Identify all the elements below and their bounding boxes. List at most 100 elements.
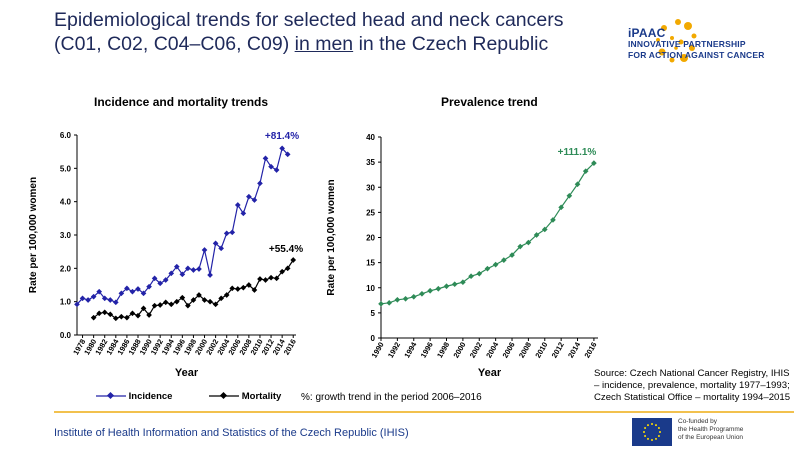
data-point-mortality — [223, 292, 230, 298]
logo-dot — [680, 54, 688, 62]
data-point-mortality — [190, 297, 197, 303]
eu-flag-icon — [632, 418, 672, 446]
y-tick-label: 10 — [366, 284, 375, 293]
data-point-incidence — [234, 202, 241, 208]
y-tick-label: 35 — [366, 158, 375, 167]
logo-dot — [684, 22, 692, 30]
data-point-mortality — [246, 282, 252, 288]
data-point-mortality — [279, 268, 285, 275]
data-point-incidence — [112, 299, 119, 306]
growth-note: %: growth trend in the period 2006–2016 — [301, 392, 482, 403]
x-axis-label: Year — [175, 367, 199, 379]
x-tick-label: 1990 — [370, 341, 386, 360]
data-point-incidence — [218, 245, 224, 252]
data-point-mortality — [101, 309, 108, 316]
data-point-incidence — [79, 295, 86, 302]
data-point-incidence — [135, 286, 141, 292]
logo-dot — [656, 38, 660, 42]
data-point-prevalence — [443, 283, 450, 290]
data-point-mortality — [229, 285, 236, 292]
x-tick-label: 2006 — [501, 341, 517, 360]
data-point-prevalence — [574, 181, 581, 188]
eu-star — [659, 431, 661, 433]
logo-dot — [661, 25, 667, 31]
series-line-prevalence — [380, 162, 595, 305]
data-point-mortality — [201, 297, 208, 303]
data-point-mortality — [262, 277, 269, 283]
source-text: Source: Czech National Cancer Registry, … — [594, 368, 791, 403]
x-tick-label: 2016 — [282, 338, 298, 357]
x-tick-label: 2008 — [517, 341, 533, 360]
x-tick-label: 2012 — [550, 341, 566, 360]
data-point-prevalence — [566, 192, 573, 199]
data-point-mortality — [118, 313, 125, 320]
data-point-mortality — [179, 294, 186, 301]
title-line-2: (C01, C02, C04–C06, C09) in men in the C… — [54, 33, 549, 55]
data-point-incidence — [185, 265, 191, 272]
data-point-incidence — [229, 229, 236, 236]
y-axis-label: Rate per 100,000 women — [28, 177, 39, 293]
x-tick-label: 1992 — [386, 341, 402, 360]
y-tick-label: 5.0 — [60, 164, 72, 173]
data-point-mortality — [240, 284, 247, 291]
eu-cofunded: Co-funded by the Health Programme of the E… — [678, 418, 744, 441]
logo-line-2: FOR ACTION AGAINST CANCER — [628, 50, 765, 60]
y-tick-label: 15 — [366, 259, 375, 268]
data-point-incidence — [212, 240, 219, 247]
data-point-mortality — [124, 314, 130, 321]
data-point-incidence — [162, 277, 169, 283]
ipaac-logo-icon — [656, 19, 697, 63]
y-tick-label: 30 — [366, 183, 375, 192]
eu-star — [655, 437, 657, 440]
data-point-mortality — [112, 315, 119, 322]
eu-star — [657, 435, 660, 437]
x-tick-label: 2010 — [533, 341, 549, 360]
logo-name: iPAAC — [628, 26, 666, 40]
data-point-prevalence — [476, 270, 483, 277]
data-point-prevalence — [509, 252, 515, 258]
data-point-incidence — [146, 283, 152, 290]
data-point-incidence — [223, 230, 230, 237]
logo-line-1: INNOVATIVE PARTNERSHIP — [628, 39, 746, 49]
y-tick-label: 0.0 — [60, 331, 72, 340]
data-point-mortality — [234, 286, 241, 292]
chart1-title: Incidence and mortality trends — [94, 95, 269, 109]
data-point-incidence — [257, 180, 263, 187]
y-tick-label: 5 — [371, 309, 376, 318]
logo-dot — [674, 46, 678, 50]
data-point-mortality — [90, 314, 97, 321]
x-tick-label: 2000 — [451, 341, 467, 360]
legend-incidence: Incidence — [128, 391, 173, 402]
data-point-mortality — [268, 274, 274, 281]
data-point-prevalence — [501, 257, 507, 263]
data-point-prevalence — [484, 265, 491, 272]
x-axis-label: Year — [478, 367, 502, 379]
data-point-incidence — [124, 285, 130, 292]
data-point-incidence — [173, 263, 180, 270]
data-point-mortality — [107, 311, 114, 318]
data-point-prevalence — [517, 243, 524, 250]
data-point-incidence — [96, 288, 103, 295]
y-tick-label: 4.0 — [60, 198, 72, 207]
eu-star — [644, 435, 647, 437]
data-point-prevalence — [460, 279, 466, 286]
eu-star — [647, 424, 649, 427]
eu-star — [643, 431, 645, 433]
data-point-prevalence — [468, 273, 474, 280]
data-point-incidence — [90, 293, 97, 300]
data-point-incidence — [268, 163, 274, 170]
data-point-mortality — [146, 312, 152, 318]
data-point-incidence — [207, 272, 213, 278]
data-point-prevalence — [410, 293, 417, 300]
legend-mortality: Mortality — [241, 391, 282, 402]
data-point-prevalence — [533, 232, 540, 238]
data-point-incidence — [101, 295, 108, 302]
data-point-mortality — [140, 305, 147, 312]
data-point-incidence — [190, 267, 197, 273]
x-tick-label: 2002 — [468, 341, 484, 360]
data-point-mortality — [196, 292, 202, 298]
data-point-prevalence — [386, 299, 393, 306]
data-point-prevalence — [541, 226, 548, 233]
data-point-mortality — [273, 275, 280, 282]
x-tick-label: 1996 — [419, 341, 435, 360]
